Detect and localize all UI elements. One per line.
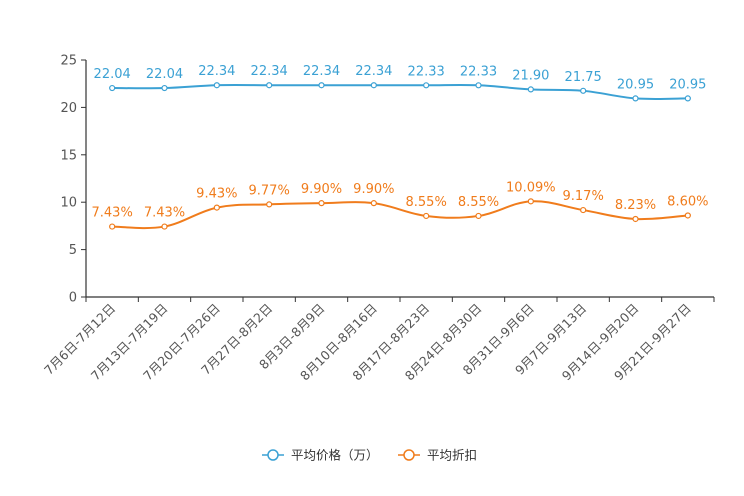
data-point-series-2: [213, 204, 220, 211]
legend-marker: [267, 449, 279, 461]
legend-marker: [403, 449, 415, 461]
data-label-series-2: 8.23%: [615, 198, 656, 213]
data-point-series-2: [109, 223, 116, 230]
data-label-series-2: 10.09%: [506, 180, 556, 195]
data-label-series-1: 22.34: [251, 64, 288, 79]
data-label-series-2: 9.17%: [563, 189, 604, 204]
data-label-series-1: 20.95: [617, 77, 654, 92]
data-point-series-1: [684, 95, 691, 102]
legend-label: 平均价格（万）: [291, 448, 379, 463]
data-label-series-1: 22.34: [198, 64, 235, 79]
data-label-series-2: 9.43%: [196, 187, 237, 202]
legend-item-series-1: 平均价格（万）: [262, 448, 379, 463]
y-tick-label: 0: [69, 291, 77, 306]
data-point-series-2: [527, 198, 534, 205]
data-label-series-1: 22.34: [303, 64, 340, 79]
data-label-series-2: 8.60%: [667, 194, 708, 209]
data-label-series-2: 9.90%: [301, 182, 342, 197]
data-point-series-1: [580, 87, 587, 94]
data-label-series-1: 21.75: [565, 70, 602, 85]
legend-item-series-2: 平均折扣: [398, 448, 477, 463]
data-point-series-2: [370, 200, 377, 207]
data-point-series-1: [423, 82, 430, 89]
data-point-series-1: [475, 82, 482, 89]
data-label-series-1: 22.33: [460, 64, 497, 79]
data-label-series-1: 22.33: [408, 64, 445, 79]
data-label-series-2: 8.55%: [458, 195, 499, 210]
y-tick-label: 15: [60, 148, 77, 163]
data-label-series-1: 20.95: [669, 77, 706, 92]
data-label-series-2: 7.43%: [144, 206, 185, 221]
data-label-series-2: 7.43%: [92, 206, 133, 221]
data-point-series-2: [161, 223, 168, 230]
data-label-series-2: 8.55%: [406, 195, 447, 210]
y-tick-label: 5: [69, 243, 77, 258]
data-point-series-1: [370, 82, 377, 89]
data-point-series-2: [684, 212, 691, 219]
data-point-series-1: [161, 84, 168, 92]
data-label-series-2: 9.77%: [249, 183, 290, 198]
data-label-series-1: 22.04: [94, 67, 131, 82]
data-point-series-1: [109, 84, 116, 92]
data-label-series-1: 22.04: [146, 67, 183, 82]
data-label-series-1: 22.34: [355, 64, 392, 79]
series-line-1: [112, 83, 688, 100]
data-point-series-1: [318, 82, 325, 89]
data-point-series-2: [423, 212, 430, 220]
data-point-series-2: [580, 206, 587, 214]
data-point-series-2: [475, 212, 482, 220]
data-point-series-2: [266, 201, 273, 208]
legend-label: 平均折扣: [427, 448, 477, 463]
data-point-series-2: [632, 215, 639, 223]
data-label-series-2: 9.90%: [353, 182, 394, 197]
data-point-series-1: [213, 82, 220, 89]
data-point-series-1: [632, 95, 639, 102]
data-point-series-2: [318, 200, 325, 207]
y-tick-label: 25: [60, 54, 77, 69]
data-label-series-1: 21.90: [512, 68, 549, 83]
data-point-series-1: [266, 82, 273, 89]
series-line-2: [112, 200, 688, 230]
y-tick-label: 10: [60, 196, 77, 211]
y-tick-label: 20: [60, 101, 77, 116]
data-point-series-1: [527, 86, 534, 93]
